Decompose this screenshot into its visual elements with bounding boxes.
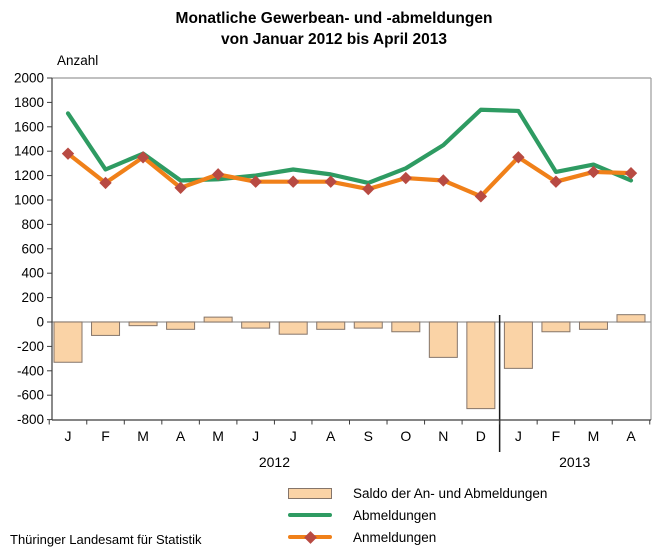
y-tick-label: 800 (21, 217, 44, 232)
y-tick-label: -600 (17, 388, 44, 403)
diamond-marker-icon (304, 530, 317, 544)
legend-label-abmeldungen: Abmeldungen (353, 507, 437, 523)
source-text: Thüringer Landesamt für Statistik (10, 532, 202, 547)
legend: Saldo der An- und Abmeldungen Abmeldunge… (288, 482, 547, 548)
saldo-bar (278, 321, 308, 335)
month-label: J (290, 428, 297, 444)
saldo-bar (166, 321, 196, 330)
month-label: O (400, 428, 411, 444)
saldo-bar (503, 321, 533, 369)
abmeldungen-line (65, 107, 634, 186)
saldo-bar (616, 314, 646, 323)
legend-swatch-cell (288, 487, 334, 499)
month-label: D (476, 428, 486, 444)
legend-label-anmeldungen: Anmeldungen (353, 529, 437, 545)
month-label: A (626, 428, 636, 444)
y-tick-label: 1600 (14, 119, 44, 134)
anmeldungen-marker (174, 181, 187, 194)
anmeldungen-marker (99, 176, 112, 190)
anmeldungen-marker (324, 175, 337, 188)
month-label: F (101, 428, 110, 444)
anmeldungen-marker (211, 168, 225, 181)
month-label: A (176, 428, 186, 444)
chart-title-line2: von Januar 2012 bis April 2013 (220, 31, 447, 48)
anmeldungen-marker (549, 175, 563, 188)
anmeldungen-marker (136, 151, 150, 164)
saldo-bar (316, 321, 346, 330)
saldo-bar (578, 321, 608, 330)
month-label: M (588, 428, 600, 444)
anmeldungen-marker (512, 151, 525, 164)
saldo-bar (391, 321, 421, 333)
anmeldungen-marker (587, 165, 600, 179)
saldo-bar (466, 321, 496, 410)
chart-title-line1: Monatliche Gewerbean- und -abmeldungen (175, 10, 493, 27)
anmeldungen-marker (61, 147, 75, 160)
legend-item-abmeldungen: Abmeldungen (288, 504, 547, 526)
month-label: J (515, 428, 522, 444)
year-label: 2013 (559, 454, 590, 470)
legend-item-anmeldungen: Anmeldungen (288, 526, 547, 548)
saldo-bar (203, 316, 233, 323)
legend-swatch-cell (288, 530, 334, 544)
saldo-bar (53, 321, 83, 363)
legend-swatch-cell (288, 512, 334, 518)
month-label: M (212, 428, 224, 444)
anmeldungen-marker (437, 174, 450, 187)
month-label: N (438, 428, 448, 444)
month-label: F (552, 428, 561, 444)
year-label: 2012 (259, 454, 290, 470)
legend-label-saldo: Saldo der An- und Abmeldungen (353, 485, 548, 501)
month-label: J (252, 428, 259, 444)
y-tick-label: 1000 (14, 193, 44, 208)
saldo-bar (353, 321, 383, 329)
legend-swatch-saldo (288, 487, 332, 499)
legend-item-saldo: Saldo der An- und Abmeldungen (288, 482, 547, 504)
y-axis-title: Anzahl (57, 53, 99, 68)
y-tick-label: 1400 (14, 144, 44, 159)
y-tick-label: 2000 (14, 71, 44, 86)
y-tick-label: 1800 (14, 95, 44, 110)
saldo-bar (541, 321, 571, 333)
saldo-bar (128, 321, 158, 327)
saldo-bar (91, 321, 121, 336)
saldo-bar (428, 321, 458, 358)
y-tick-label: -400 (17, 363, 44, 378)
anmeldungen-line (65, 151, 634, 199)
y-tick-label: 1200 (14, 168, 44, 183)
y-tick-label: 400 (21, 266, 44, 281)
y-tick-label: -200 (17, 339, 44, 354)
y-tick-label: 0 (36, 315, 44, 330)
chart-title: Monatliche Gewerbean- und -abmeldungen v… (0, 8, 668, 50)
month-label: A (326, 428, 336, 444)
anmeldungen-marker (624, 166, 638, 180)
saldo-bar (241, 321, 271, 329)
legend-swatch-abmeldungen (288, 512, 332, 518)
anmeldungen-marker (249, 175, 262, 188)
month-label: S (364, 428, 373, 444)
anmeldungen-marker (474, 190, 488, 203)
anmeldungen-marker (286, 175, 300, 188)
anmeldungen-marker (399, 171, 412, 185)
y-tick-label: -800 (17, 412, 44, 427)
y-tick-label: 200 (21, 290, 44, 305)
month-label: M (137, 428, 149, 444)
anmeldungen-marker (362, 182, 375, 196)
y-tick-label: 600 (21, 241, 44, 256)
month-label: J (65, 428, 72, 444)
